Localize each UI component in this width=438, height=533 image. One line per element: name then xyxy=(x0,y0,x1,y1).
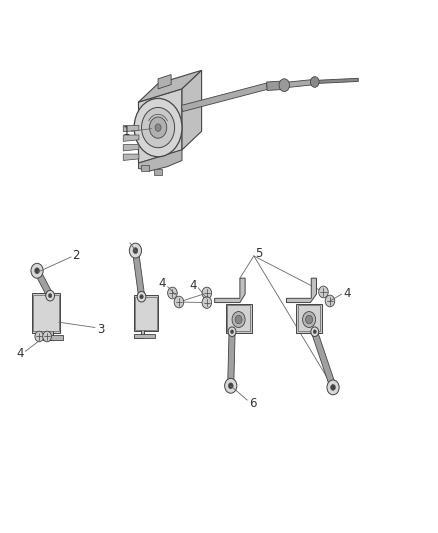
Circle shape xyxy=(129,243,141,258)
Polygon shape xyxy=(134,334,155,338)
Circle shape xyxy=(319,286,328,298)
Polygon shape xyxy=(123,135,139,141)
Circle shape xyxy=(168,287,177,299)
Circle shape xyxy=(35,268,39,274)
Polygon shape xyxy=(267,81,284,91)
Polygon shape xyxy=(43,293,53,340)
Polygon shape xyxy=(286,278,317,303)
Bar xyxy=(33,295,59,331)
Bar xyxy=(135,297,157,329)
Text: 5: 5 xyxy=(255,247,263,260)
Bar xyxy=(297,304,322,333)
Circle shape xyxy=(303,312,316,327)
Polygon shape xyxy=(132,250,145,296)
Polygon shape xyxy=(138,70,201,102)
Circle shape xyxy=(306,316,313,324)
Circle shape xyxy=(279,79,290,92)
Circle shape xyxy=(46,290,54,301)
Circle shape xyxy=(202,297,212,309)
Bar xyxy=(226,304,252,333)
Circle shape xyxy=(48,294,52,298)
Circle shape xyxy=(134,99,182,157)
Polygon shape xyxy=(134,294,144,338)
Polygon shape xyxy=(43,335,63,340)
Polygon shape xyxy=(138,150,182,171)
Text: 6: 6 xyxy=(249,397,257,410)
Circle shape xyxy=(311,77,319,87)
Circle shape xyxy=(43,331,51,342)
Polygon shape xyxy=(312,332,335,385)
Circle shape xyxy=(133,248,138,254)
Polygon shape xyxy=(123,144,139,151)
Circle shape xyxy=(327,380,339,395)
Circle shape xyxy=(232,312,245,327)
Circle shape xyxy=(140,295,143,299)
Text: 4: 4 xyxy=(343,287,351,300)
Circle shape xyxy=(228,383,233,389)
Polygon shape xyxy=(123,125,139,132)
Text: 3: 3 xyxy=(97,322,104,336)
Polygon shape xyxy=(138,89,182,163)
Circle shape xyxy=(311,327,319,336)
Polygon shape xyxy=(215,278,245,303)
Circle shape xyxy=(149,117,167,138)
Text: 4: 4 xyxy=(159,278,166,290)
Bar xyxy=(227,305,251,331)
Polygon shape xyxy=(284,79,315,88)
Text: 4: 4 xyxy=(189,279,197,292)
Polygon shape xyxy=(158,75,171,89)
Circle shape xyxy=(331,384,336,390)
Polygon shape xyxy=(181,83,268,111)
Bar xyxy=(298,305,321,331)
Polygon shape xyxy=(182,70,201,150)
Circle shape xyxy=(35,331,44,342)
Circle shape xyxy=(313,330,316,334)
Polygon shape xyxy=(314,78,358,84)
Text: 1: 1 xyxy=(123,125,131,139)
Circle shape xyxy=(225,378,237,393)
Circle shape xyxy=(228,327,236,336)
Polygon shape xyxy=(141,165,149,171)
Circle shape xyxy=(230,330,233,334)
Circle shape xyxy=(325,295,335,307)
Circle shape xyxy=(202,287,212,299)
Polygon shape xyxy=(228,333,235,383)
Polygon shape xyxy=(35,269,52,296)
Circle shape xyxy=(141,108,175,148)
Bar xyxy=(134,295,158,331)
Text: 2: 2 xyxy=(73,249,80,262)
Circle shape xyxy=(235,316,242,324)
Bar xyxy=(32,293,60,333)
Polygon shape xyxy=(154,169,162,175)
Polygon shape xyxy=(123,154,139,160)
Circle shape xyxy=(31,263,43,278)
Circle shape xyxy=(155,124,161,131)
Circle shape xyxy=(137,292,146,302)
Text: 4: 4 xyxy=(16,348,24,360)
Circle shape xyxy=(174,296,184,308)
